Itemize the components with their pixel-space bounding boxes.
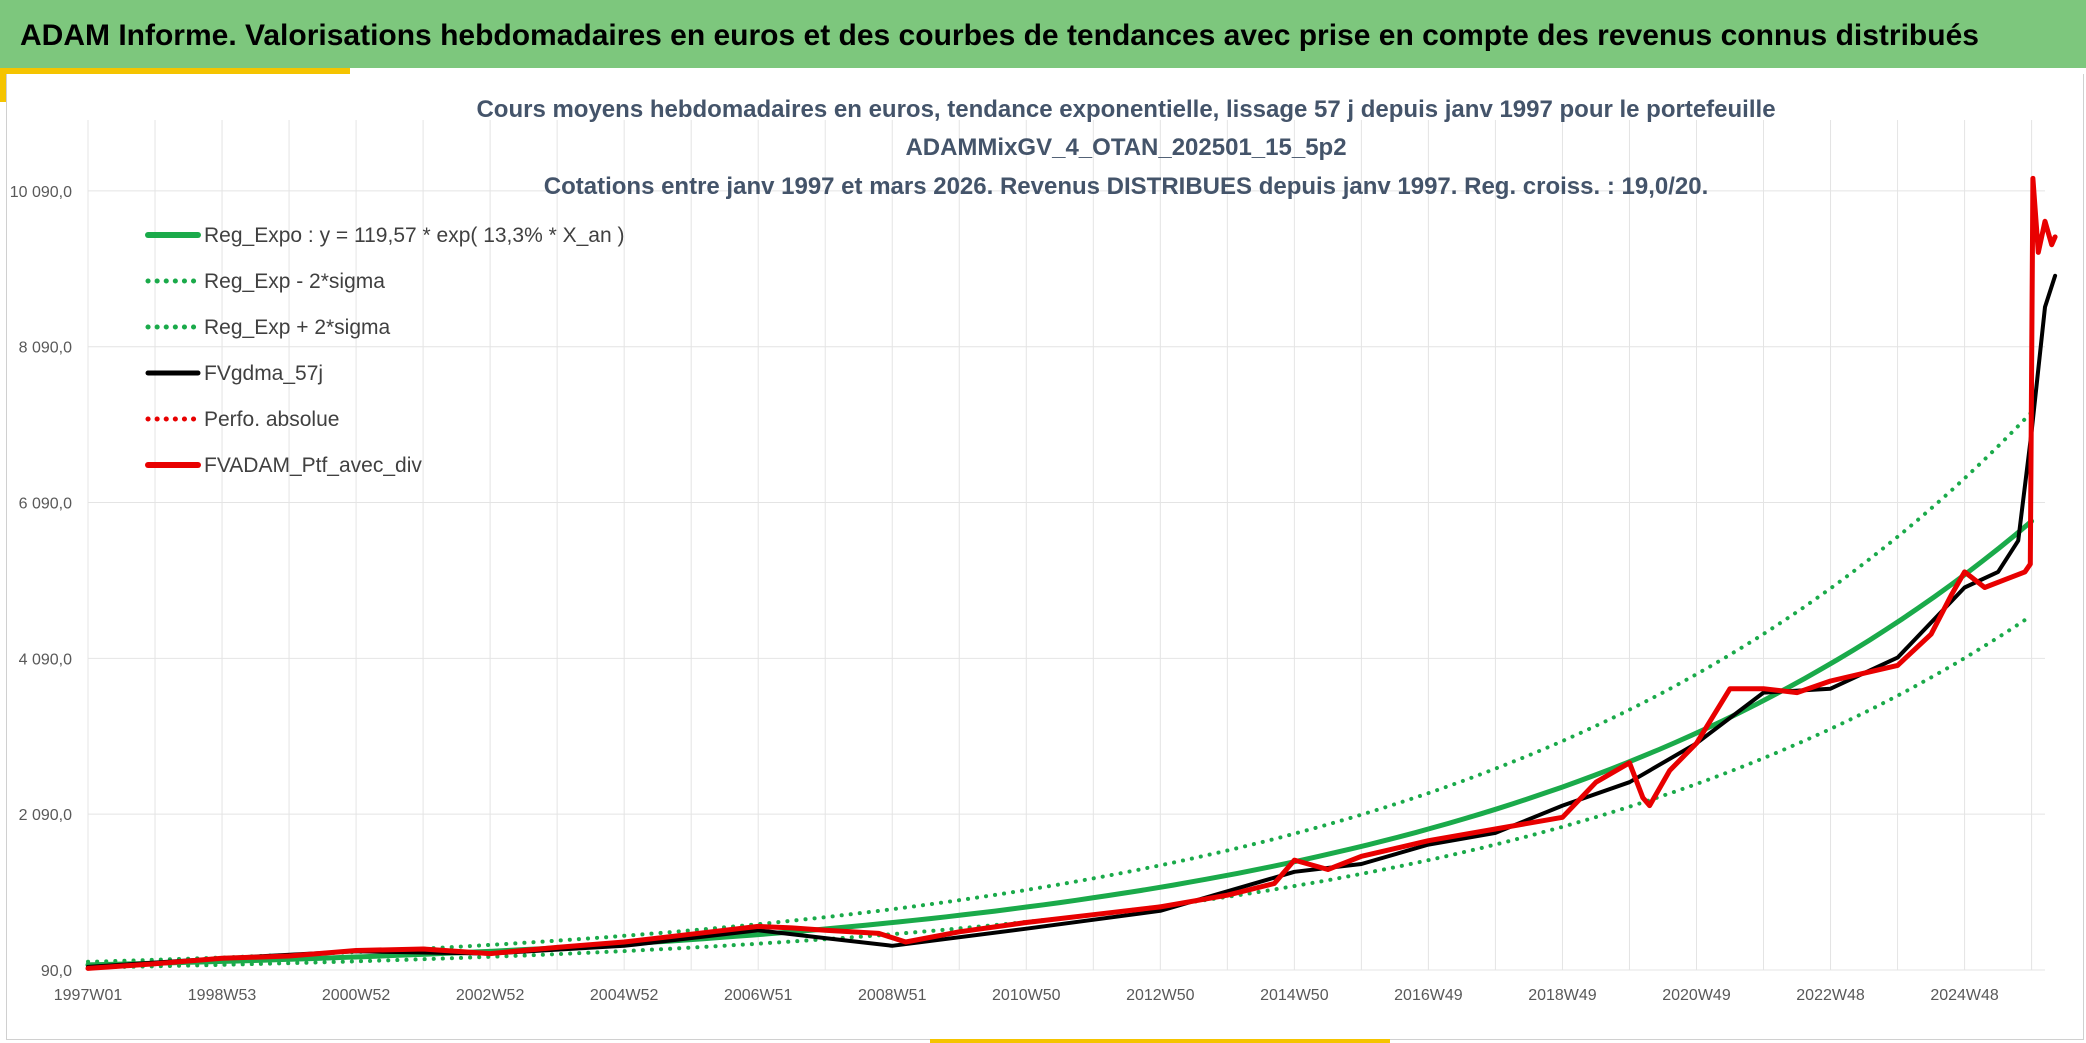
x-tick-label: 1998W53 [188, 987, 257, 1004]
legend-label: Perfo. absolue [204, 408, 339, 431]
x-tick-label: 2024W48 [1930, 987, 1999, 1004]
x-tick-label: 2004W52 [590, 987, 659, 1004]
x-tick-label: 2018W49 [1528, 987, 1597, 1004]
y-axis-tick-labels: 90,0 2 090,0 4 090,0 6 090,0 8 090,0 10 090,0 [10, 184, 72, 980]
legend-label: FVgdma_57j [204, 362, 323, 385]
x-tick-label: 2022W48 [1796, 987, 1865, 1004]
y-tick-label: 90,0 [41, 963, 72, 980]
y-tick-label: 10 090,0 [10, 184, 72, 201]
x-tick-label: 2006W51 [724, 987, 793, 1004]
legend-label: Reg_Expo : y = 119,57 * exp( 13,3% * X_a… [204, 224, 624, 247]
series-line-2 [86, 410, 2034, 964]
x-tick-label: 2010W50 [992, 987, 1061, 1004]
chart-title-line-3: Cotations entre janv 1997 et mars 2026. … [544, 173, 1709, 200]
grid-lines [87, 120, 2045, 971]
accent-bar-top [0, 68, 350, 74]
series-line-3 [86, 273, 2058, 969]
legend-label: FVADAM_Ptf_avec_div [204, 454, 422, 477]
y-tick-label: 4 090,0 [19, 651, 72, 668]
x-tick-label: 2020W49 [1662, 987, 1731, 1004]
x-tick-label: 2014W50 [1260, 987, 1329, 1004]
x-tick-label: 2002W52 [456, 987, 525, 1004]
accent-bar-left [0, 68, 6, 102]
x-tick-label: 2008W51 [858, 987, 927, 1004]
y-tick-label: 2 090,0 [19, 807, 72, 824]
chart-title-line-2: ADAMMixGV_4_OTAN_202501_15_5p2 [905, 134, 1346, 161]
legend: Reg_Expo : y = 119,57 * exp( 13,3% * X_a… [145, 224, 624, 477]
series-line-1 [86, 613, 2034, 970]
page-title: ADAM Informe. Valorisations hebdomadaire… [20, 19, 1979, 52]
x-tick-label: 2016W49 [1394, 987, 1463, 1004]
x-tick-label: 1997W01 [54, 987, 123, 1004]
series-lines [85, 175, 2058, 971]
series-line-5 [85, 175, 2058, 971]
series-line-0 [85, 518, 2035, 968]
y-tick-label: 8 090,0 [19, 340, 72, 357]
x-tick-label: 2000W52 [322, 987, 391, 1004]
chart-title-line-1: Cours moyens hebdomadaires en euros, ten… [476, 96, 1775, 123]
x-axis-tick-labels: 1997W01 1998W53 2000W52 2002W52 2004W52 2006W… [54, 987, 1999, 1004]
x-tick-label: 2012W50 [1126, 987, 1195, 1004]
header-banner: ADAM Informe. Valorisations hebdomadaire… [0, 0, 2086, 68]
accent-bar-bottom [930, 1039, 1390, 1043]
y-tick-label: 6 090,0 [19, 496, 72, 513]
legend-label: Reg_Exp + 2*sigma [204, 316, 391, 339]
legend-label: Reg_Exp - 2*sigma [204, 270, 385, 293]
